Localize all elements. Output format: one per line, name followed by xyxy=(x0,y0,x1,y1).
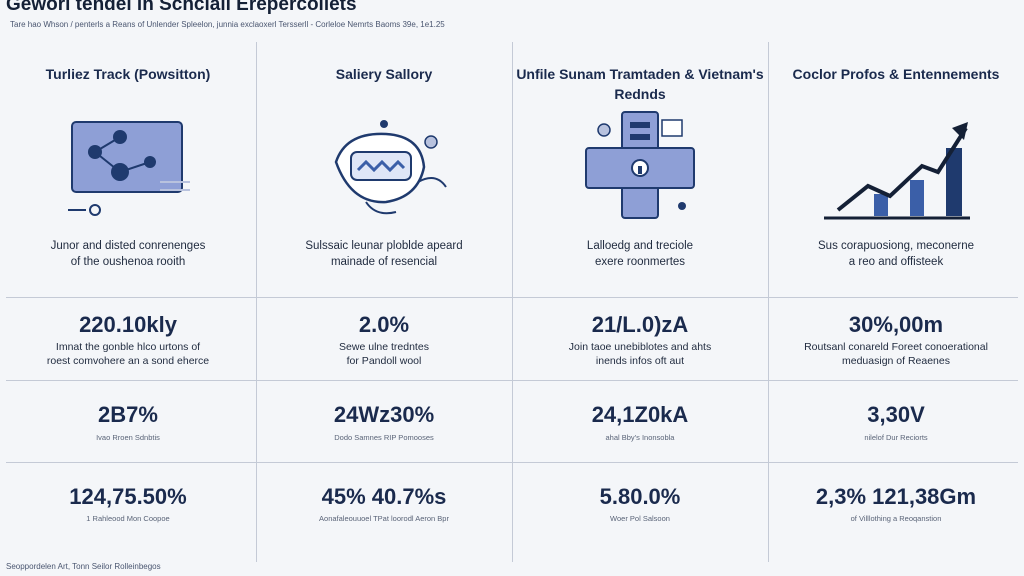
metric-description: of Villlothing a Reoqanstion xyxy=(850,514,942,523)
column-description: Lalloedg and treciole exere roonmertes xyxy=(586,240,694,268)
metric-description: Woer Pol Salsoon xyxy=(610,514,670,523)
metric-description: nilelof Dur Reciorts xyxy=(864,433,928,442)
column-title: Unfile Sunam Tramtaden & Vietnam's Rednd… xyxy=(516,66,764,102)
building-lock-icon xyxy=(585,111,695,219)
page-subtitle: Tare hao Whson / penterls a Reans of Unl… xyxy=(10,20,445,29)
metric-description: Aonafaleouuoel TPat loorodl Aeron Bpr xyxy=(319,514,449,523)
metric-description: Imnat the gonble hlco urtons of roest com… xyxy=(46,341,210,367)
metric-description: Sewe ulne tredntes for Pandoll wool xyxy=(339,341,429,367)
metric-value: 24,1Z0kA xyxy=(591,402,689,427)
divider xyxy=(512,42,513,562)
metric-description: Routsanl conareld Foreet conoerational me… xyxy=(804,341,988,367)
divider xyxy=(6,297,1018,298)
divider xyxy=(256,42,257,562)
metric-value: 2.0% xyxy=(358,312,410,337)
metric-value: 124,75.50% xyxy=(69,484,187,509)
column-description: Sus corapuosiong, meconerne a reo and off… xyxy=(818,240,974,268)
column-title: Saliery Sallory xyxy=(335,66,433,82)
metric-description: ahal Bby's Inonsobla xyxy=(605,433,675,442)
column-title: Coclor Profos & Entennements xyxy=(792,66,1000,82)
divider xyxy=(6,380,1018,381)
column-title: Turliez Track (Powsitton) xyxy=(45,66,211,82)
metric-description: Join taoe unebiblotes and ahts inends inf… xyxy=(568,341,712,367)
column-1: Turliez Track (Powsitton) Junor and dist… xyxy=(0,42,256,562)
metric-value: 220.10kly xyxy=(79,312,177,337)
column-3: Unfile Sunam Tramtaden & Vietnam's Rednd… xyxy=(512,42,768,562)
metric-description: Dodo Samnes RIP Pomooses xyxy=(334,433,434,442)
metric-value: 45% 40.7%s xyxy=(321,484,447,509)
infographic-grid: Turliez Track (Powsitton) Junor and dist… xyxy=(0,42,1024,562)
metric-value: 2,3% 121,38Gm xyxy=(815,484,977,509)
metric-value: 30%,00m xyxy=(848,312,944,337)
metric-value: 5.80.0% xyxy=(599,484,681,509)
column-description: Junor and disted conrenenges of the oushe… xyxy=(50,240,206,268)
metric-description: Ivao Rroen Sdnbtis xyxy=(96,433,160,442)
divider xyxy=(768,42,769,562)
footer-credit: Seoppordelen Art, Tonn Seilor Rolleinbeg… xyxy=(6,562,161,571)
trend-chart-icon xyxy=(824,122,970,220)
column-4: Coclor Profos & Entennements Sus corapuo… xyxy=(768,42,1024,562)
metric-value: 24Wz30% xyxy=(333,402,435,427)
page-title: Gewori tendel in Schciall Erepercoliets xyxy=(6,0,357,15)
metric-value: 3,30V xyxy=(867,402,925,427)
column-2: Saliery Sallory Sulssaic leunar ploblde … xyxy=(256,42,512,562)
column-description: Sulssaic leunar ploblde apeard mainade of… xyxy=(305,240,463,268)
divider xyxy=(6,462,1018,463)
metric-description: 1 Rahleood Mon Coopoe xyxy=(86,514,170,523)
metric-value: 2B7% xyxy=(98,402,158,427)
salary-hand-icon xyxy=(334,120,447,215)
network-diagram-icon xyxy=(68,121,190,216)
metric-value: 21/L.0)zA xyxy=(591,312,689,337)
